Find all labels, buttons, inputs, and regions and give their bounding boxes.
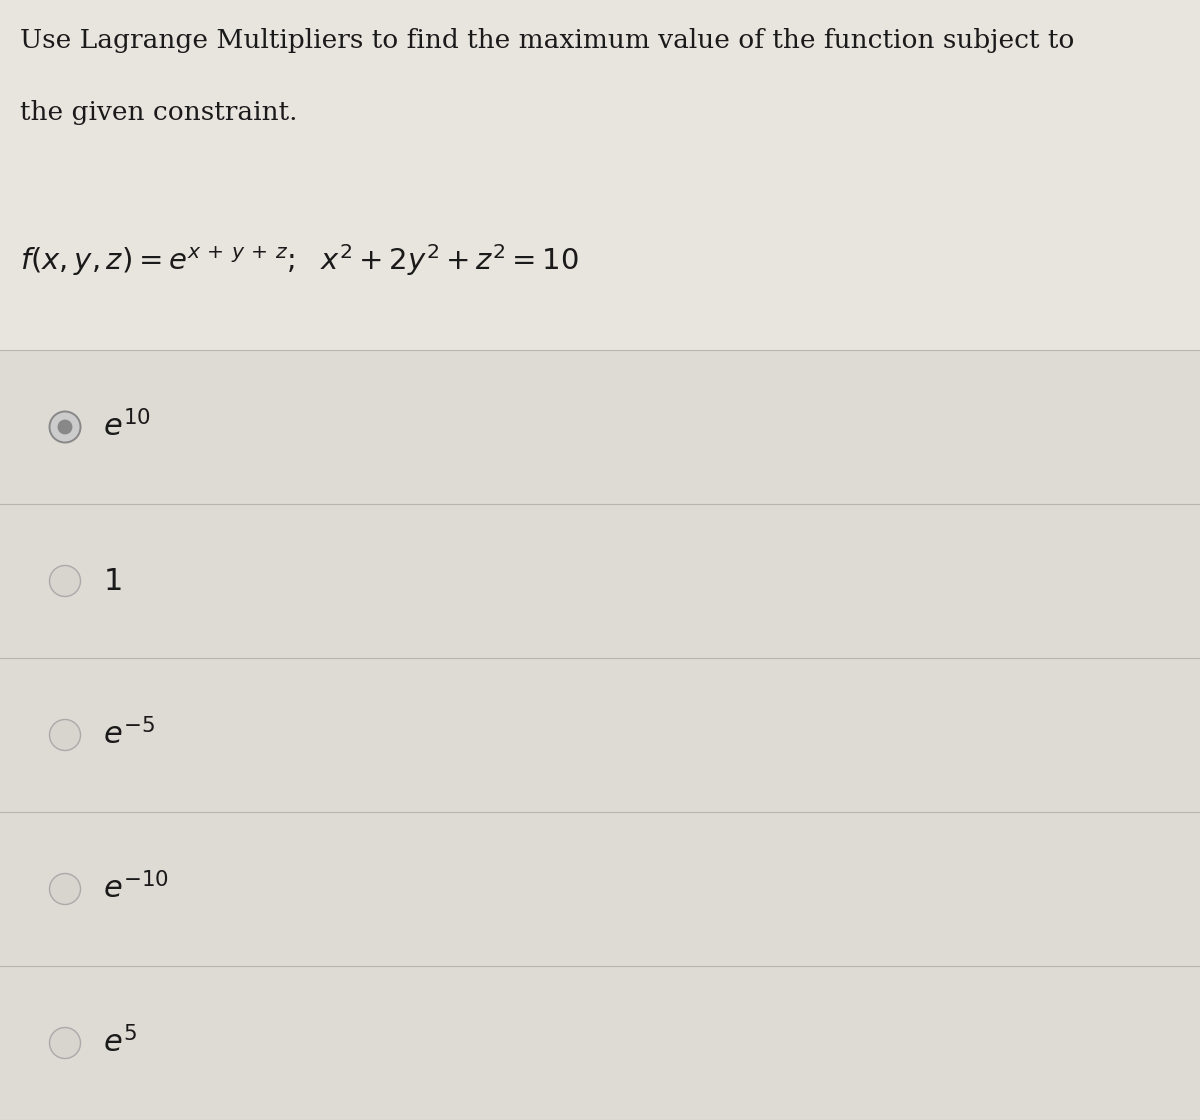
- Circle shape: [49, 566, 80, 597]
- Circle shape: [49, 1027, 80, 1058]
- Text: $e^{-10}$: $e^{-10}$: [103, 872, 169, 905]
- Circle shape: [49, 874, 80, 905]
- Text: $e^{-5}$: $e^{-5}$: [103, 719, 155, 752]
- Circle shape: [49, 411, 80, 442]
- Circle shape: [49, 719, 80, 750]
- Text: $e^{5}$: $e^{5}$: [103, 1027, 137, 1060]
- Text: $f(x, y, z)=e^{x\,+\,y\,+\,z}$$;\ \ x^2+2y^2+z^2=10$: $f(x, y, z)=e^{x\,+\,y\,+\,z}$$;\ \ x^2+…: [20, 242, 578, 278]
- Text: $1$: $1$: [103, 566, 121, 597]
- Text: Use Lagrange Multipliers to find the maximum value of the function subject to: Use Lagrange Multipliers to find the max…: [20, 28, 1074, 53]
- Text: $e^{10}$: $e^{10}$: [103, 411, 151, 444]
- Text: the given constraint.: the given constraint.: [20, 100, 298, 125]
- Circle shape: [58, 420, 72, 435]
- Bar: [0, 351, 1200, 1120]
